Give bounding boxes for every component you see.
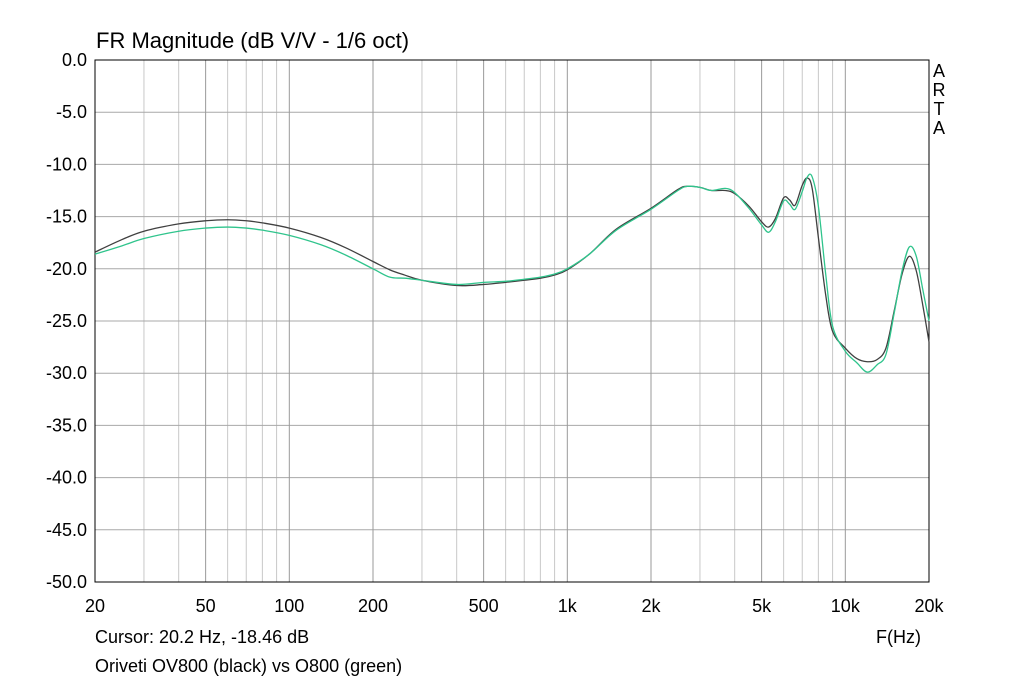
x-tick-label: 2k bbox=[641, 596, 661, 616]
x-axis-tick-labels: 20 50 100 200 500 1k 2k 5k 10k 20k bbox=[85, 596, 945, 616]
x-tick-label: 10k bbox=[831, 596, 861, 616]
x-tick-label: 50 bbox=[196, 596, 216, 616]
brand-letter: R bbox=[932, 80, 946, 100]
y-tick-label: -5.0 bbox=[56, 102, 87, 122]
brand-letter: A bbox=[932, 61, 945, 81]
x-tick-label: 200 bbox=[358, 596, 388, 616]
y-tick-label: -25.0 bbox=[46, 311, 87, 331]
series-line-black bbox=[94, 177, 930, 363]
x-tick-label: 20k bbox=[914, 596, 944, 616]
brand-letter: A bbox=[932, 118, 945, 138]
x-tick-label: 1k bbox=[558, 596, 578, 616]
y-tick-label: 0.0 bbox=[62, 50, 87, 70]
chart-title: FR Magnitude (dB V/V - 1/6 oct) bbox=[96, 28, 410, 53]
comparison-caption: Oriveti OV800 (black) vs O800 (green) bbox=[95, 656, 403, 676]
x-tick-label: 100 bbox=[274, 596, 304, 616]
y-axis-tick-labels: 0.0 -5.0 -10.0 -15.0 -20.0 -25.0 -30.0 -35.0 -40… bbox=[46, 50, 87, 592]
gridlines-y bbox=[95, 111, 929, 531]
y-tick-label: -45.0 bbox=[46, 520, 87, 540]
brand-letter: T bbox=[933, 99, 945, 119]
y-tick-label: -20.0 bbox=[46, 259, 87, 279]
x-tick-label: 500 bbox=[469, 596, 499, 616]
series-layer bbox=[94, 173, 930, 373]
x-axis-unit-label: F(Hz) bbox=[876, 627, 921, 647]
y-tick-label: -30.0 bbox=[46, 363, 87, 383]
y-tick-label: -35.0 bbox=[46, 415, 87, 435]
y-tick-label: -50.0 bbox=[46, 572, 87, 592]
x-tick-label: 5k bbox=[752, 596, 772, 616]
y-tick-label: -40.0 bbox=[46, 468, 87, 488]
major-gridlines-x bbox=[205, 60, 846, 582]
y-tick-label: -10.0 bbox=[46, 154, 87, 174]
y-tick-label: -15.0 bbox=[46, 207, 87, 227]
arta-brand-mark: A R T A bbox=[932, 62, 946, 138]
cursor-readout: Cursor: 20.2 Hz, -18.46 dB bbox=[95, 627, 310, 647]
series-line-green bbox=[94, 173, 930, 373]
x-tick-label: 20 bbox=[85, 596, 105, 616]
